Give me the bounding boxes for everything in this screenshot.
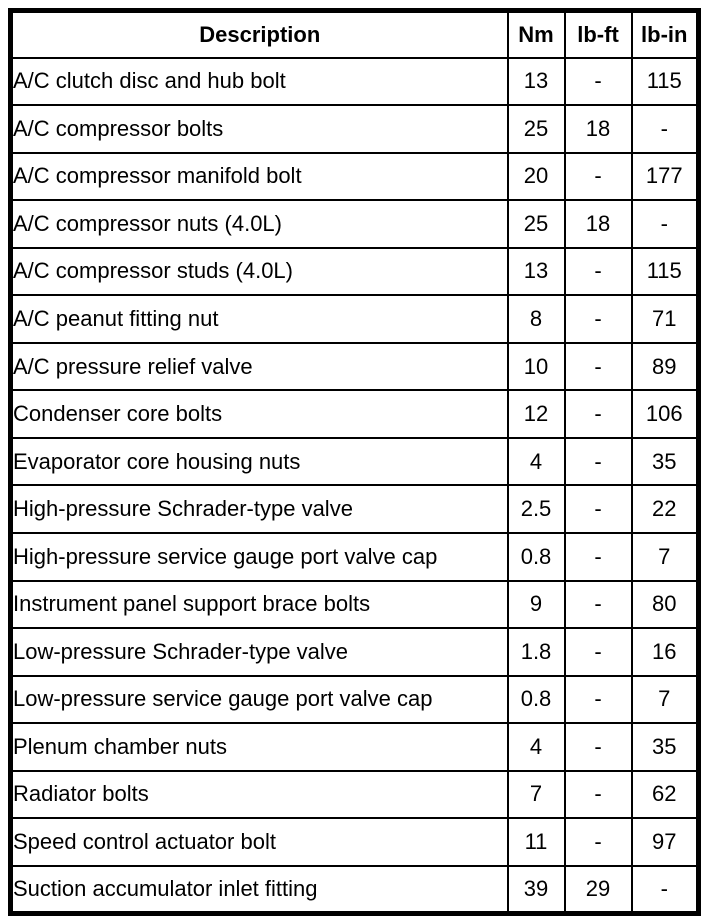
row-lbft-value: -	[563, 436, 633, 487]
table-row: Evaporator core housing nuts 4 - 35	[9, 436, 700, 487]
row-description: A/C pressure relief valve	[9, 341, 509, 392]
row-lbin-value: 89	[630, 341, 700, 392]
row-description: A/C compressor bolts	[9, 104, 509, 154]
table-row: Plenum chamber nuts 4 - 35	[9, 722, 700, 772]
row-nm-value: 10	[506, 341, 566, 392]
table-row: A/C compressor studs (4.0L) 13 - 115	[9, 246, 700, 297]
row-nm-value: 25	[506, 199, 566, 249]
row-description: A/C compressor manifold bolt	[9, 151, 509, 202]
row-description: Speed control actuator bolt	[9, 817, 509, 867]
table-row: A/C compressor bolts 25 18 -	[9, 104, 700, 154]
row-lbin-value: 71	[630, 294, 700, 344]
row-description: Suction accumulator inlet fitting	[9, 864, 509, 915]
row-lbft-value: -	[563, 484, 633, 534]
row-description: A/C compressor studs (4.0L)	[9, 246, 509, 297]
row-nm-value: 39	[506, 864, 566, 915]
table-row: Low-pressure Schrader-type valve 1.8 - 1…	[9, 627, 700, 677]
table-row: Condenser core bolts 12 - 106	[9, 389, 700, 439]
row-lbin-value: 35	[630, 722, 700, 772]
row-lbin-value: 35	[630, 436, 700, 487]
row-lbft-value: -	[563, 151, 633, 202]
row-lbin-value: 97	[630, 817, 700, 867]
header-description: Description	[9, 9, 509, 59]
row-nm-value: 25	[506, 104, 566, 154]
row-description: A/C clutch disc and hub bolt	[9, 56, 509, 107]
row-lbft-value: -	[563, 341, 633, 392]
table-row: High-pressure service gauge port valve c…	[9, 531, 700, 582]
row-nm-value: 8	[506, 294, 566, 344]
row-lbin-value: -	[630, 104, 700, 154]
table-row: A/C pressure relief valve 10 - 89	[9, 341, 700, 392]
row-lbin-value: 7	[630, 674, 700, 725]
row-lbin-value: 115	[630, 246, 700, 297]
row-lbft-value: 29	[563, 864, 633, 915]
table-row: A/C clutch disc and hub bolt 13 - 115	[9, 56, 700, 107]
row-lbft-value: -	[563, 246, 633, 297]
row-nm-value: 0.8	[506, 674, 566, 725]
row-nm-value: 4	[506, 722, 566, 772]
row-description: A/C peanut fitting nut	[9, 294, 509, 344]
row-lbft-value: 18	[563, 104, 633, 154]
row-description: Plenum chamber nuts	[9, 722, 509, 772]
table-row: Speed control actuator bolt 11 - 97	[9, 817, 700, 867]
row-description: Instrument panel support brace bolts	[9, 579, 509, 630]
row-lbin-value: 106	[630, 389, 700, 439]
row-lbft-value: -	[563, 674, 633, 725]
row-lbin-value: 62	[630, 769, 700, 820]
row-description: High-pressure service gauge port valve c…	[9, 531, 509, 582]
torque-spec-table: Description Nm lb-ft lb-in A/C clutch di…	[8, 8, 701, 916]
row-lbin-value: 16	[630, 627, 700, 677]
header-nm: Nm	[506, 9, 566, 59]
row-nm-value: 7	[506, 769, 566, 820]
row-nm-value: 2.5	[506, 484, 566, 534]
table-row: A/C peanut fitting nut 8 - 71	[9, 294, 700, 344]
table-row: Suction accumulator inlet fitting 39 29 …	[9, 864, 700, 915]
row-lbin-value: -	[630, 199, 700, 249]
row-nm-value: 0.8	[506, 531, 566, 582]
table-header-row: Description Nm lb-ft lb-in	[9, 9, 700, 59]
row-nm-value: 13	[506, 246, 566, 297]
row-lbin-value: 7	[630, 531, 700, 582]
row-nm-value: 20	[506, 151, 566, 202]
row-lbft-value: -	[563, 389, 633, 439]
row-nm-value: 12	[506, 389, 566, 439]
row-description: Radiator bolts	[9, 769, 509, 820]
row-lbft-value: -	[563, 722, 633, 772]
table-row: Instrument panel support brace bolts 9 -…	[9, 579, 700, 630]
row-lbft-value: -	[563, 531, 633, 582]
row-lbin-value: 80	[630, 579, 700, 630]
row-description: High-pressure Schrader-type valve	[9, 484, 509, 534]
row-lbin-value: -	[630, 864, 700, 915]
row-lbft-value: -	[563, 769, 633, 820]
header-lbft: lb-ft	[563, 9, 633, 59]
row-lbft-value: -	[563, 627, 633, 677]
header-lbin: lb-in	[630, 9, 700, 59]
row-nm-value: 13	[506, 56, 566, 107]
row-lbin-value: 177	[630, 151, 700, 202]
table-row: Radiator bolts 7 - 62	[9, 769, 700, 820]
table-row: Low-pressure service gauge port valve ca…	[9, 674, 700, 725]
row-lbft-value: -	[563, 579, 633, 630]
row-nm-value: 9	[506, 579, 566, 630]
row-lbft-value: -	[563, 817, 633, 867]
row-nm-value: 11	[506, 817, 566, 867]
row-description: Condenser core bolts	[9, 389, 509, 439]
row-description: Low-pressure service gauge port valve ca…	[9, 674, 509, 725]
table-row: A/C compressor nuts (4.0L) 25 18 -	[9, 199, 700, 249]
row-lbft-value: -	[563, 294, 633, 344]
row-lbin-value: 22	[630, 484, 700, 534]
row-lbft-value: 18	[563, 199, 633, 249]
table-row: A/C compressor manifold bolt 20 - 177	[9, 151, 700, 202]
row-description: A/C compressor nuts (4.0L)	[9, 199, 509, 249]
row-nm-value: 1.8	[506, 627, 566, 677]
row-description: Evaporator core housing nuts	[9, 436, 509, 487]
row-lbin-value: 115	[630, 56, 700, 107]
row-description: Low-pressure Schrader-type valve	[9, 627, 509, 677]
row-nm-value: 4	[506, 436, 566, 487]
row-lbft-value: -	[563, 56, 633, 107]
table-row: High-pressure Schrader-type valve 2.5 - …	[9, 484, 700, 534]
